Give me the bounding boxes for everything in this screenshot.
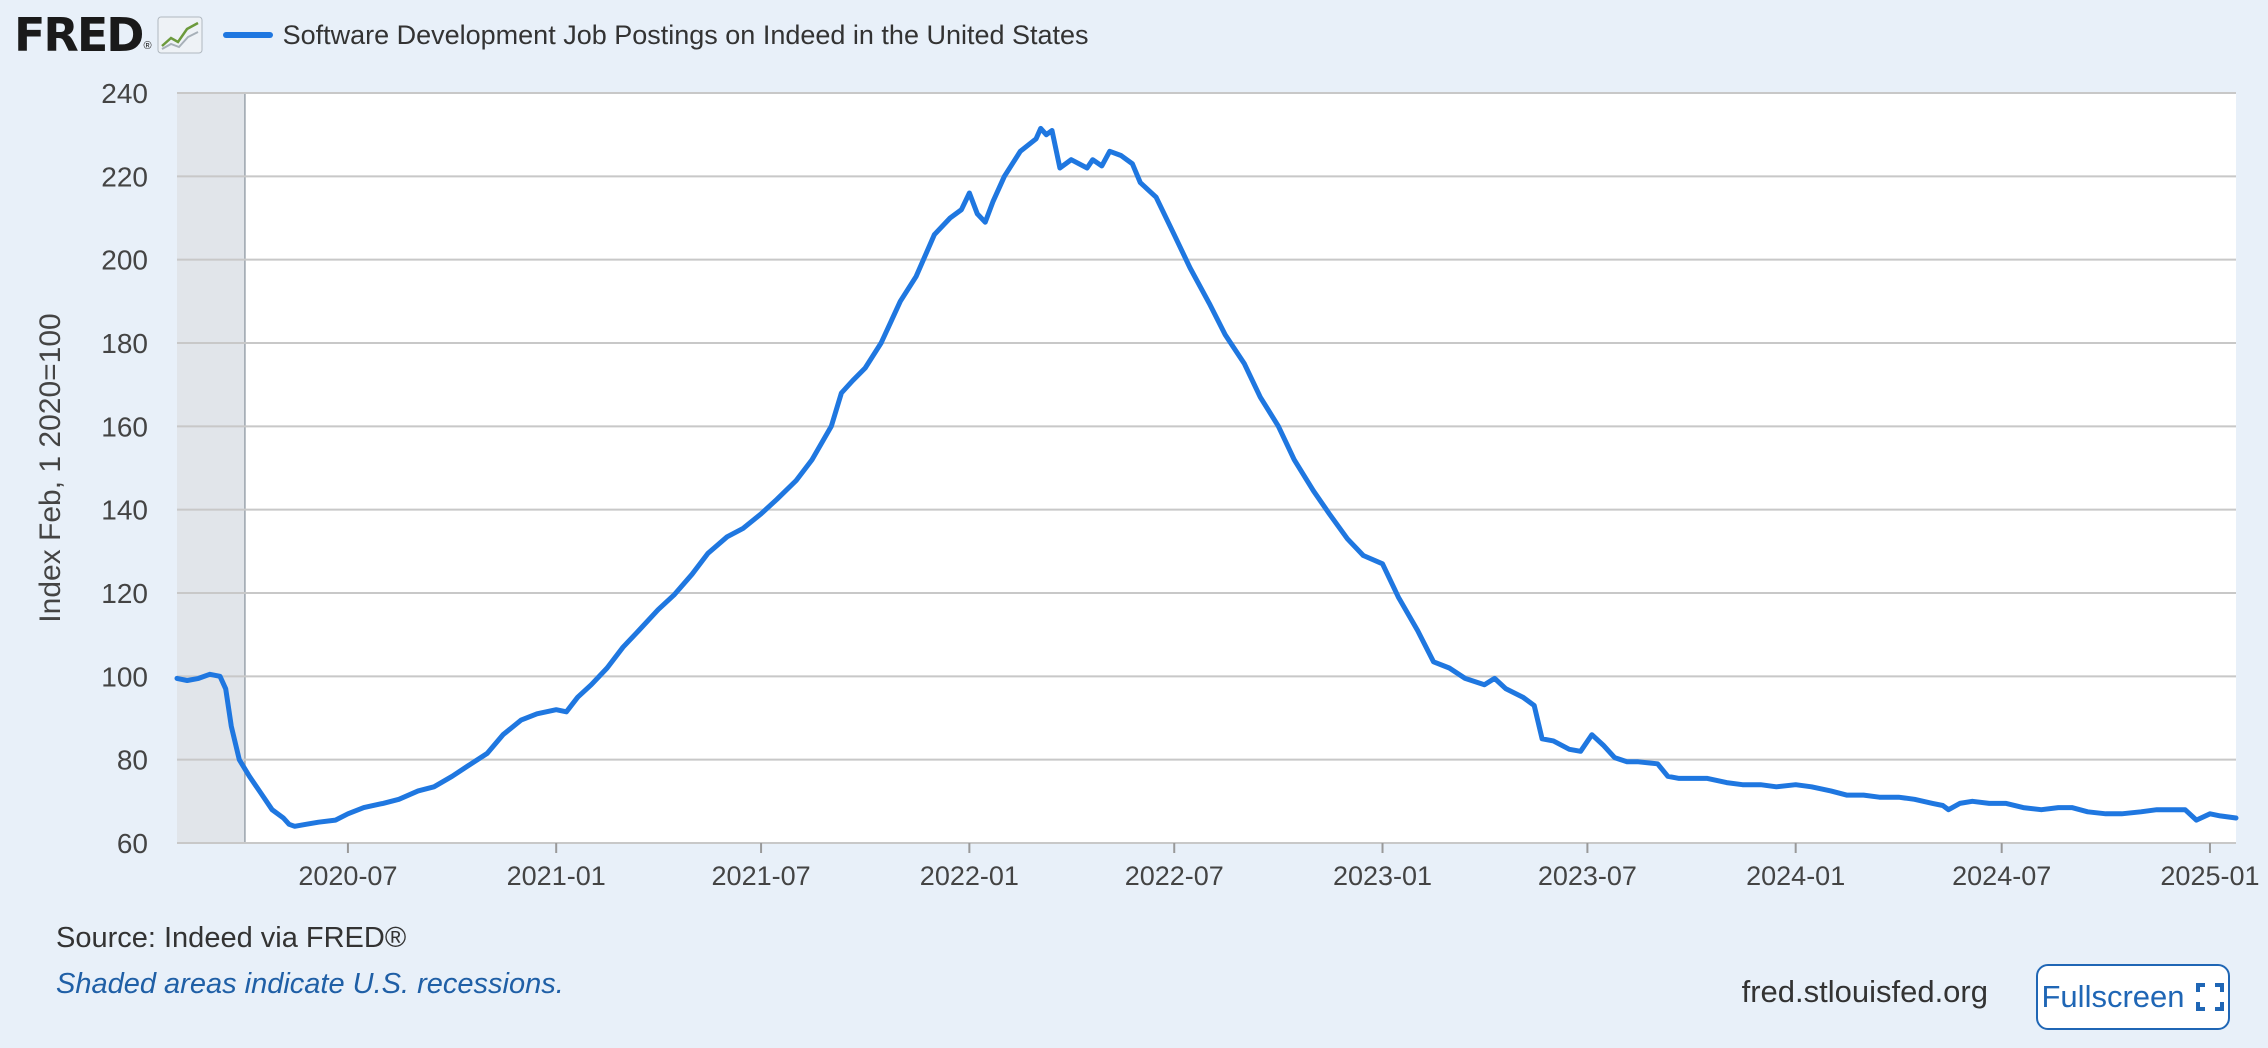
chart-legend: Software Development Job Postings on Ind… [222,19,1089,51]
y-tick-label: 200 [101,245,148,276]
recession-note: Shaded areas indicate U.S. recessions. [56,968,564,1000]
chart-header: FRED ® Software Development Job Postings… [14,10,1089,60]
y-tick-label: 100 [101,661,148,692]
x-tick-label: 2022-07 [1125,861,1224,891]
y-tick-label: 120 [101,578,148,609]
y-axis-ticks: 60 80 100 120 140 160 180 200 220 240 [101,78,148,859]
x-tick-label: 2021-01 [507,861,606,891]
fullscreen-button[interactable]: Fullscreen [2036,964,2230,1030]
x-tick-label: 2024-01 [1746,861,1845,891]
y-tick-label: 240 [101,78,148,109]
recession-band [177,93,245,843]
fred-logo-text: FRED [14,8,144,62]
x-tick-label: 2024-07 [1952,861,2051,891]
legend-swatch [222,32,273,38]
series-layer [174,125,2239,829]
y-tick-label: 60 [117,828,148,859]
source-text: Source: Indeed via FRED® [56,922,407,954]
x-tick-label: 2023-01 [1333,861,1432,891]
x-tick-label: 2021-07 [712,861,811,891]
y-tick-label: 140 [101,495,148,526]
y-tick-label: 160 [101,411,148,442]
fred-logo[interactable]: FRED ® [14,12,203,58]
gridlines [177,92,2236,844]
y-axis-label: Index Feb, 1 2020=100 [34,313,67,622]
x-tick-label: 2023-07 [1538,861,1637,891]
x-tick-label: 2022-01 [920,861,1019,891]
y-tick-label: 80 [117,745,148,776]
plot-area [177,93,2236,843]
fred-graph-icon [157,16,203,54]
y-tick-label: 220 [101,161,148,192]
x-tick-label: 2020-07 [298,861,397,891]
x-axis-ticks: 2020-07 2021-01 2021-07 2022-01 2022-07 2023-… [298,843,2260,891]
fullscreen-icon [2195,983,2224,1011]
x-tick-label: 2025-01 [2160,861,2259,891]
y-tick-label: 180 [101,328,148,359]
legend-label: Software Development Job Postings on Ind… [282,19,1089,50]
series-line[interactable] [174,125,2239,829]
fullscreen-label: Fullscreen [2041,979,2185,1014]
line-chart[interactable]: 60 80 100 120 140 160 180 200 220 240 2020-07 2021… [0,0,2268,900]
fred-url[interactable]: fred.stlouisfed.org [1741,974,1988,1009]
recession-shading [177,93,246,843]
registered-mark: ® [143,40,152,52]
